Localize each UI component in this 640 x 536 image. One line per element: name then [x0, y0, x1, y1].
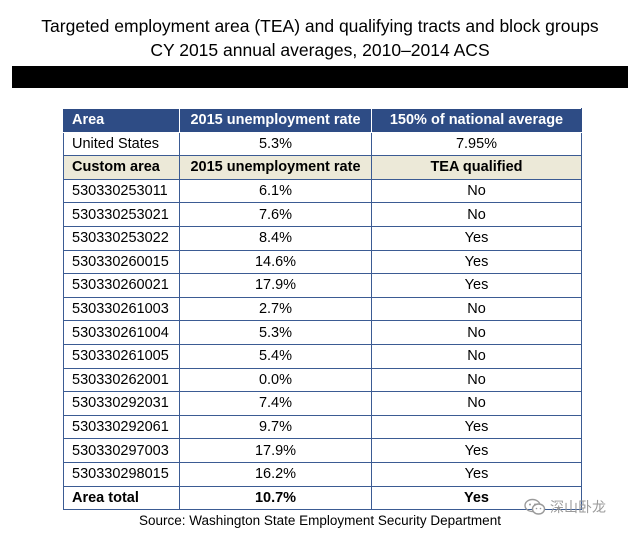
cell-rate: 9.7%: [179, 414, 372, 440]
cell-rate: 5.3%: [179, 320, 372, 345]
cell-rate: 16.2%: [179, 461, 372, 487]
table-row: 530330262001 0.0% No: [63, 367, 582, 393]
table-row: 530330260015 14.6% Yes: [63, 249, 582, 275]
cell-area: 530330298015: [63, 461, 180, 487]
cell-rate: 17.9%: [179, 273, 372, 298]
cell-tea-qualified: Yes: [371, 273, 582, 298]
national-rate: 5.3%: [179, 131, 372, 157]
table-row: 530330260021 17.9% Yes: [63, 273, 582, 298]
cell-rate: 2.7%: [179, 296, 372, 322]
cell-tea-qualified: No: [371, 343, 582, 369]
table-row: 530330292061 9.7% Yes: [63, 414, 582, 440]
cell-area: 530330253021: [63, 202, 180, 227]
wechat-icon: [524, 498, 546, 515]
cell-area: 530330260021: [63, 273, 180, 298]
total-row: Area total 10.7% Yes: [63, 485, 582, 511]
tea-table: Area 2015 unemployment rate 150% of nati…: [63, 108, 582, 511]
national-threshold: 7.95%: [371, 131, 582, 157]
cell-rate: 7.4%: [179, 391, 372, 416]
cell-area: 530330292061: [63, 414, 180, 440]
cell-tea-qualified: Yes: [371, 414, 582, 440]
black-bar: [12, 66, 628, 88]
table-row: 530330261003 2.7% No: [63, 296, 582, 322]
subheader-row: Custom area 2015 unemployment rate TEA q…: [63, 155, 582, 180]
cell-area: 530330261005: [63, 343, 180, 369]
cell-area: 530330260015: [63, 249, 180, 275]
cell-tea-qualified: No: [371, 320, 582, 345]
cell-tea-qualified: No: [371, 178, 582, 204]
cell-rate: 14.6%: [179, 249, 372, 275]
watermark: 深山卧龙: [524, 496, 606, 518]
cell-area: 530330297003: [63, 438, 180, 463]
cell-rate: 17.9%: [179, 438, 372, 463]
cell-tea-qualified: No: [371, 367, 582, 393]
cell-rate: 6.1%: [179, 178, 372, 204]
cell-rate: 0.0%: [179, 367, 372, 393]
cell-tea-qualified: Yes: [371, 485, 582, 511]
table-row: 530330297003 17.9% Yes: [63, 438, 582, 463]
table-row: 530330261004 5.3% No: [63, 320, 582, 345]
cell-area: 530330261004: [63, 320, 180, 345]
table-row: 530330253022 8.4% Yes: [63, 225, 582, 251]
cell-tea-qualified: Yes: [371, 461, 582, 487]
header-area: Area: [63, 108, 180, 133]
title-line-1: Targeted employment area (TEA) and quali…: [41, 16, 599, 36]
cell-rate: 10.7%: [179, 485, 372, 511]
cell-tea-qualified: No: [371, 296, 582, 322]
title-line-2: CY 2015 annual averages, 2010–2014 ACS: [150, 40, 490, 60]
national-row: United States 5.3% 7.95%: [63, 131, 582, 157]
subheader-tea-qualified: TEA qualified: [371, 155, 582, 180]
cell-rate: 5.4%: [179, 343, 372, 369]
cell-area: Area total: [63, 485, 180, 511]
cell-area: 530330253022: [63, 225, 180, 251]
cell-tea-qualified: Yes: [371, 438, 582, 463]
header-unemployment-rate: 2015 unemployment rate: [179, 108, 372, 133]
source-note: Source: Washington State Employment Secu…: [139, 513, 501, 528]
subheader-unemployment-rate: 2015 unemployment rate: [179, 155, 372, 180]
table-row: 530330261005 5.4% No: [63, 343, 582, 369]
cell-rate: 7.6%: [179, 202, 372, 227]
cell-area: 530330253011: [63, 178, 180, 204]
table-row: 530330298015 16.2% Yes: [63, 461, 582, 487]
cell-area: 530330292031: [63, 391, 180, 416]
table-row: 530330253011 6.1% No: [63, 178, 582, 204]
cell-tea-qualified: No: [371, 391, 582, 416]
header-national-average: 150% of national average: [371, 108, 582, 133]
watermark-text: 深山卧龙: [550, 500, 606, 516]
national-area: United States: [63, 131, 180, 157]
subheader-custom-area: Custom area: [63, 155, 180, 180]
table-row: 530330292031 7.4% No: [63, 391, 582, 416]
cell-area: 530330262001: [63, 367, 180, 393]
cell-rate: 8.4%: [179, 225, 372, 251]
table-row: 530330253021 7.6% No: [63, 202, 582, 227]
cell-area: 530330261003: [63, 296, 180, 322]
document-title: Targeted employment area (TEA) and quali…: [0, 14, 640, 62]
table-header-row: Area 2015 unemployment rate 150% of nati…: [63, 108, 582, 133]
cell-tea-qualified: No: [371, 202, 582, 227]
cell-tea-qualified: Yes: [371, 249, 582, 275]
cell-tea-qualified: Yes: [371, 225, 582, 251]
